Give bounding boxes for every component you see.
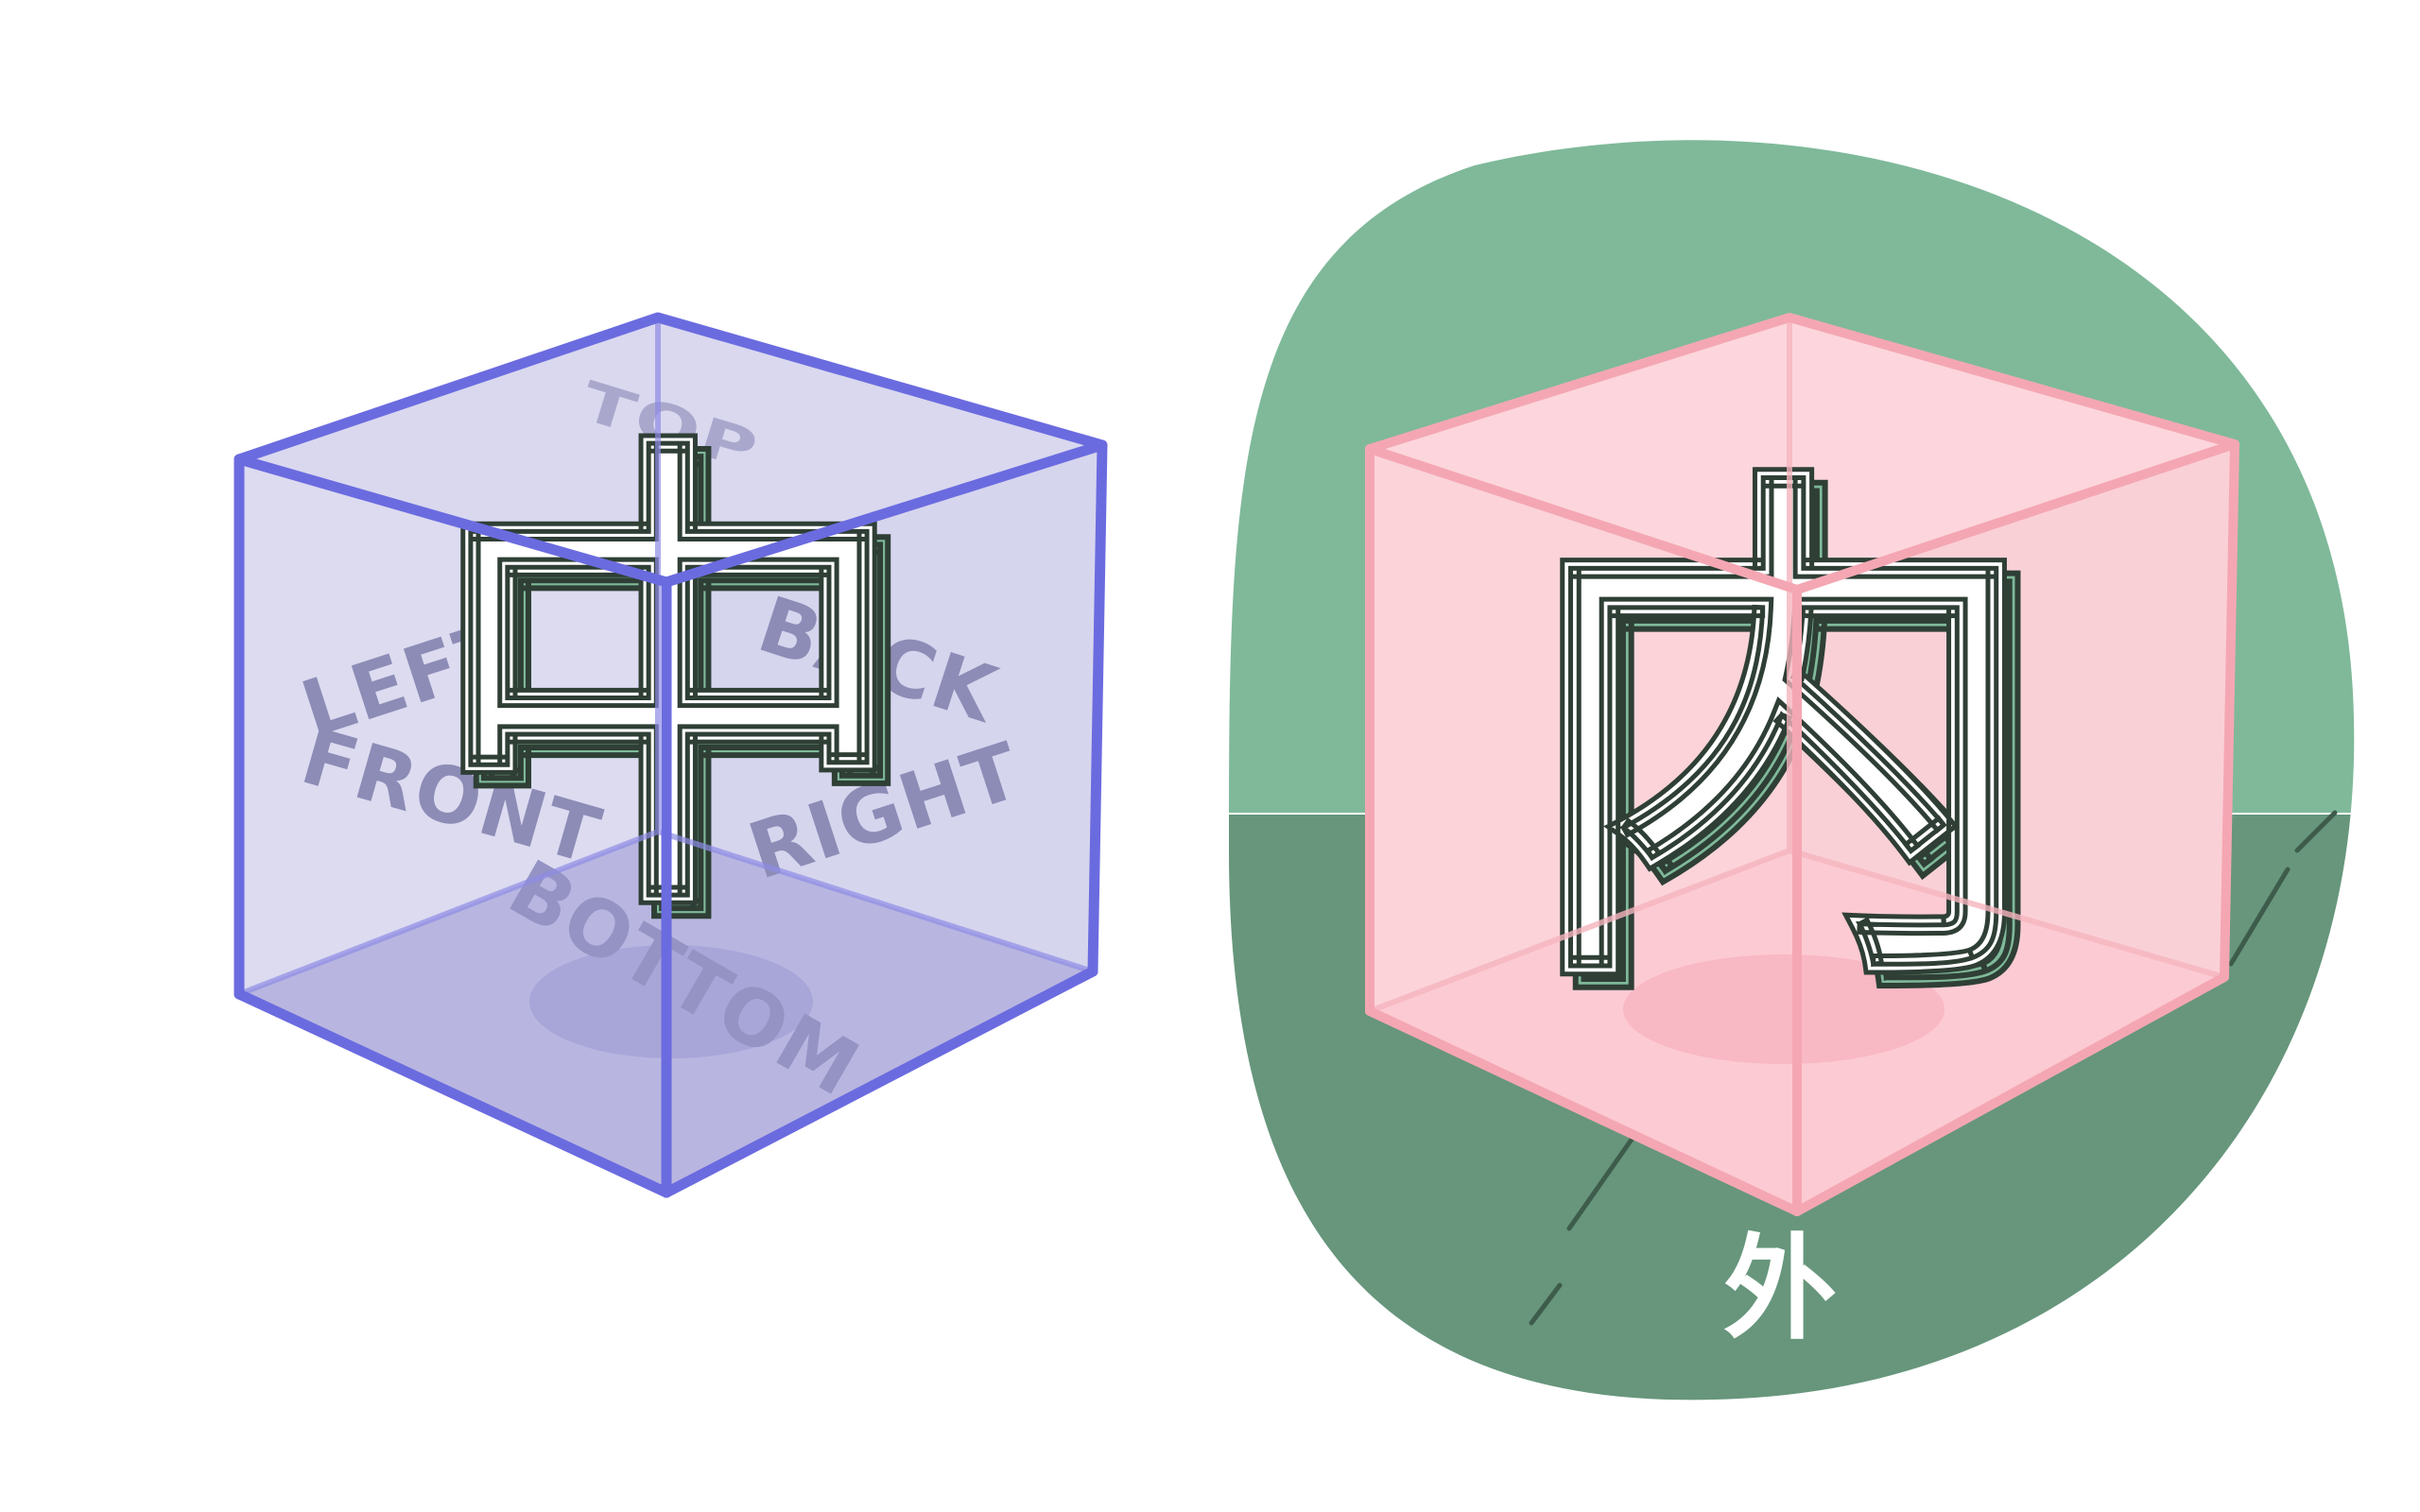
right-cube-edges (1365, 313, 2239, 1216)
zhong-character: 中 中 (422, 398, 932, 989)
right-cube: 内 内 (1365, 313, 2239, 1216)
outside-label: 外 (1723, 1224, 1837, 1355)
outside-area: 内 内 外 (1229, 140, 2355, 1400)
right-cube-shadow (1623, 954, 1945, 1064)
svg-text:内: 内 (1518, 432, 2048, 1048)
svg-text:中: 中 (437, 413, 928, 986)
left-cube-edges (233, 312, 1108, 1198)
left-cube: TOP LEFT BACK FRONT RIGHT BOTTOM 中 中 (233, 312, 1108, 1198)
